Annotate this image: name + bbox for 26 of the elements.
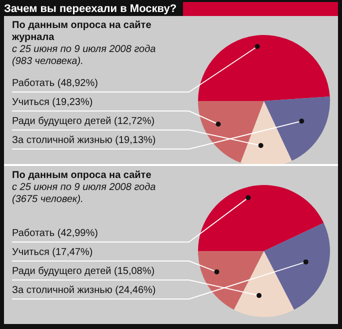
text: (983 человека). bbox=[12, 56, 84, 68]
slice-label: За столичной жизнью bbox=[12, 135, 112, 146]
data-label: (19,13%) bbox=[115, 135, 156, 146]
pie-slice bbox=[264, 222, 330, 310]
text: (3675 человек). bbox=[12, 194, 84, 206]
data-label: (15,08%) bbox=[114, 266, 155, 277]
slice-label: Учиться bbox=[12, 247, 50, 258]
pie-slice bbox=[198, 185, 324, 251]
data-label: (42,99%) bbox=[57, 228, 98, 239]
slice-label: Ради будущего детей bbox=[12, 116, 112, 127]
chart-subtitle: По данным опроса на сайте bbox=[12, 170, 152, 182]
data-label: (19,23%) bbox=[52, 97, 93, 108]
slice-label: Учиться bbox=[12, 97, 50, 108]
slice-label: За столичной жизнью bbox=[12, 285, 112, 296]
text: с 25 июня по 9 июля 2008 года bbox=[12, 44, 157, 56]
pie-slice bbox=[234, 251, 294, 317]
text: с 25 июня по 9 июля 2008 года bbox=[12, 182, 157, 194]
slice-label: Ради будущего детей bbox=[12, 266, 112, 277]
slice-label: Работать bbox=[12, 228, 55, 239]
pie-slice bbox=[198, 251, 264, 310]
slice-label: Работать bbox=[12, 78, 55, 89]
data-label: (48,92%) bbox=[57, 78, 98, 89]
data-label: (24,46%) bbox=[115, 285, 156, 296]
data-label: (17,47%) bbox=[52, 247, 93, 258]
data-label: (12,72%) bbox=[114, 116, 155, 127]
chart-title: Зачем вы переехали в Москву? bbox=[4, 2, 178, 16]
